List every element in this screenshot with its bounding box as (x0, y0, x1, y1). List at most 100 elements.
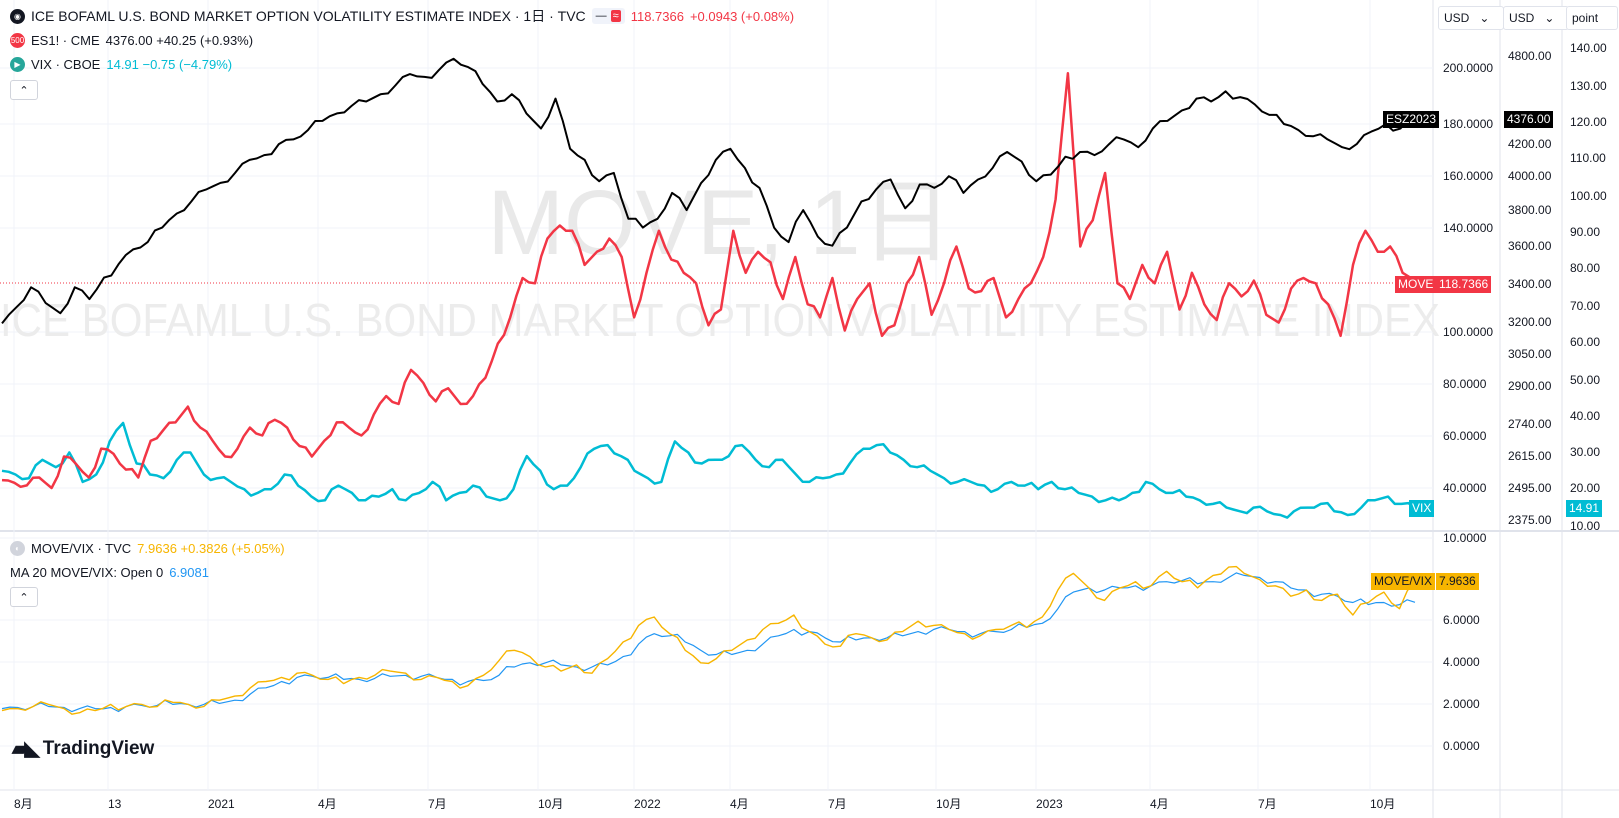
move-tag: MOVE (1395, 276, 1437, 293)
collapse-legend-button[interactable]: ⌃ (10, 80, 38, 100)
ratio-axis-tick-label: 2.0000 (1443, 697, 1480, 711)
es-axis-tick-label: 3050.00 (1508, 347, 1552, 361)
legend-ratio[interactable]: ◐ MOVE/VIX · TVC 7.9636 +0.3826 (+5.05%) (10, 541, 285, 556)
es-axis-tick-label: 2615.00 (1508, 449, 1552, 463)
time-axis-tick-label: 4月 (318, 797, 337, 811)
legend-es-name: ES1! · CME (31, 33, 100, 48)
es-axis-tick-label: 2495.00 (1508, 481, 1552, 495)
legend-ratio-name: MOVE/VIX · TVC (31, 541, 132, 556)
ratio-axis-tick-label: 10.0000 (1443, 531, 1487, 545)
es-axis-tick-label: 2900.00 (1508, 379, 1552, 393)
currency-select-left[interactable]: USD ⌄ (1438, 6, 1504, 30)
vix-axis-tick-label: 20.00 (1570, 481, 1600, 495)
es-axis-tick-label: 4000.00 (1508, 169, 1552, 183)
move-axis-tick-label: 60.0000 (1443, 429, 1487, 443)
time-axis-tick-label: 7月 (428, 797, 447, 811)
time-axis-tick-label: 2022 (634, 797, 661, 811)
es-axis-tick-label: 3400.00 (1508, 277, 1552, 291)
move-line (1, 72, 1416, 490)
unit-label: point (1572, 11, 1599, 25)
legend-es-value: 4376.00 +40.25 (+0.93%) (105, 33, 254, 48)
legend-es[interactable]: 500 ES1! · CME 4376.00 +40.25 (+0.93%) (10, 33, 253, 48)
es-axis-tick-label: 3200.00 (1508, 315, 1552, 329)
es-axis-tick-label: 2375.00 (1508, 513, 1552, 527)
compare-toggle-button[interactable]: — ≈ (591, 8, 625, 24)
watermark-description: ICE BOFAML U.S. BOND MARKET OPTION VOLAT… (0, 294, 1440, 346)
main-series-legend[interactable]: ◉ ICE BOFAML U.S. BOND MARKET OPTION VOL… (10, 6, 794, 26)
time-axis-tick-label: 2023 (1036, 797, 1063, 811)
ratio-tag: MOVE/VIX (1371, 573, 1436, 590)
watermark-symbol: MOVE, 1日 (487, 172, 952, 274)
chevron-up-icon: ⌃ (19, 591, 29, 604)
vix-axis-tick-label: 80.00 (1570, 261, 1600, 275)
ratio-icon: ◐ (10, 541, 25, 556)
currency-label: USD (1444, 11, 1470, 25)
es-line (1, 57, 1416, 325)
tradingview-logo[interactable]: ▰◣ TradingView (12, 736, 154, 761)
vix-axis-tick-label: 140.00 (1570, 41, 1607, 55)
vix-axis-tick-label: 70.00 (1570, 299, 1600, 313)
time-axis-tick-label: 2021 (208, 797, 235, 811)
vix-axis-tick-label: 60.00 (1570, 335, 1600, 349)
es-price-tag: 4376.00 (1504, 111, 1554, 128)
ratio-axis-tick-label: 6.0000 (1443, 613, 1480, 627)
ratio-axis-tick-label: 4.0000 (1443, 655, 1480, 669)
vix-axis-tick-label: 10.00 (1570, 519, 1600, 533)
time-axis-tick-label: 10月 (1370, 797, 1395, 811)
vix-axis-tick-label: 90.00 (1570, 225, 1600, 239)
vix-price-tag: 14.91 (1566, 500, 1603, 517)
series-title: ICE BOFAML U.S. BOND MARKET OPTION VOLAT… (31, 8, 586, 24)
tvc-icon: ◉ (10, 8, 25, 24)
es-axis-tick-label: 3800.00 (1508, 203, 1552, 217)
vix-badge-icon: ▶ (10, 57, 25, 72)
vix-axis-tick-label: 130.00 (1570, 79, 1607, 93)
ratio-price-tag: 7.9636 (1436, 573, 1479, 590)
move-axis-tick-label: 160.0000 (1443, 169, 1493, 183)
collapse-indicator-legend-button[interactable]: ⌃ (10, 587, 38, 607)
vix-axis-tick-label: 40.00 (1570, 409, 1600, 423)
ratio-line (1, 565, 1416, 715)
vix-line (1, 421, 1416, 519)
ratio-axis-tick-label: 0.0000 (1443, 739, 1480, 753)
move-axis-tick-label: 180.0000 (1443, 117, 1493, 131)
es-axis-tick-label: 4200.00 (1508, 137, 1552, 151)
vix-tag: VIX (1409, 500, 1435, 517)
legend-vix-name: VIX · CBOE (31, 57, 101, 72)
legend-vix[interactable]: ▶ VIX · CBOE 14.91 −0.75 (−4.79%) (10, 57, 232, 72)
time-axis-tick-label: 4月 (1150, 797, 1169, 811)
chevron-down-icon: ⌄ (1479, 11, 1490, 25)
move-axis-tick-label: 140.0000 (1443, 221, 1493, 235)
vix-axis-tick-label: 110.00 (1570, 151, 1606, 165)
time-axis-tick-label: 10月 (538, 797, 563, 811)
es-axis-tick-label: 4800.00 (1508, 49, 1552, 63)
vix-axis-tick-label: 120.00 (1570, 115, 1607, 129)
es-tag: ESZ2023 (1383, 111, 1440, 128)
chevron-down-icon: ⌄ (1544, 11, 1555, 25)
main-change: +0.0943 (+0.08%) (689, 8, 795, 24)
vix-axis-tick-label: 100.00 (1570, 189, 1607, 203)
currency-select-middle[interactable]: USD ⌄ (1503, 6, 1569, 30)
move-axis-tick-label: 80.0000 (1443, 377, 1487, 391)
move-axis-tick-label: 200.0000 (1443, 61, 1493, 75)
legend-ma-name: MA 20 MOVE/VIX: Open 0 (10, 565, 164, 580)
vix-axis-tick-label: 50.00 (1570, 373, 1600, 387)
es-badge-icon: 500 (10, 33, 25, 48)
es-axis-tick-label: 2740.00 (1508, 417, 1552, 431)
chevron-up-icon: ⌃ (19, 84, 29, 97)
tradingview-logo-icon: ▰◣ (12, 738, 40, 760)
unit-select-right[interactable]: point (1566, 6, 1618, 30)
main-last-price: 118.7366 (630, 8, 684, 24)
move-axis-tick-label: 40.0000 (1443, 481, 1487, 495)
ma20-line (1, 572, 1416, 713)
time-axis-tick-label: 4月 (730, 797, 749, 811)
move-price-tag: 118.7366 (1436, 276, 1492, 293)
currency-label: USD (1509, 11, 1535, 25)
legend-ratio-value: 7.9636 +0.3826 (+5.05%) (137, 541, 285, 556)
legend-ma[interactable]: MA 20 MOVE/VIX: Open 0 6.9081 (10, 565, 209, 580)
move-axis-tick-label: 100.0000 (1443, 325, 1493, 339)
legend-ma-value: 6.9081 (169, 565, 209, 580)
tradingview-brand-text: TradingView (42, 737, 155, 759)
legend-vix-value: 14.91 −0.75 (−4.79%) (106, 57, 233, 72)
time-axis-tick-label: 13 (108, 797, 122, 811)
